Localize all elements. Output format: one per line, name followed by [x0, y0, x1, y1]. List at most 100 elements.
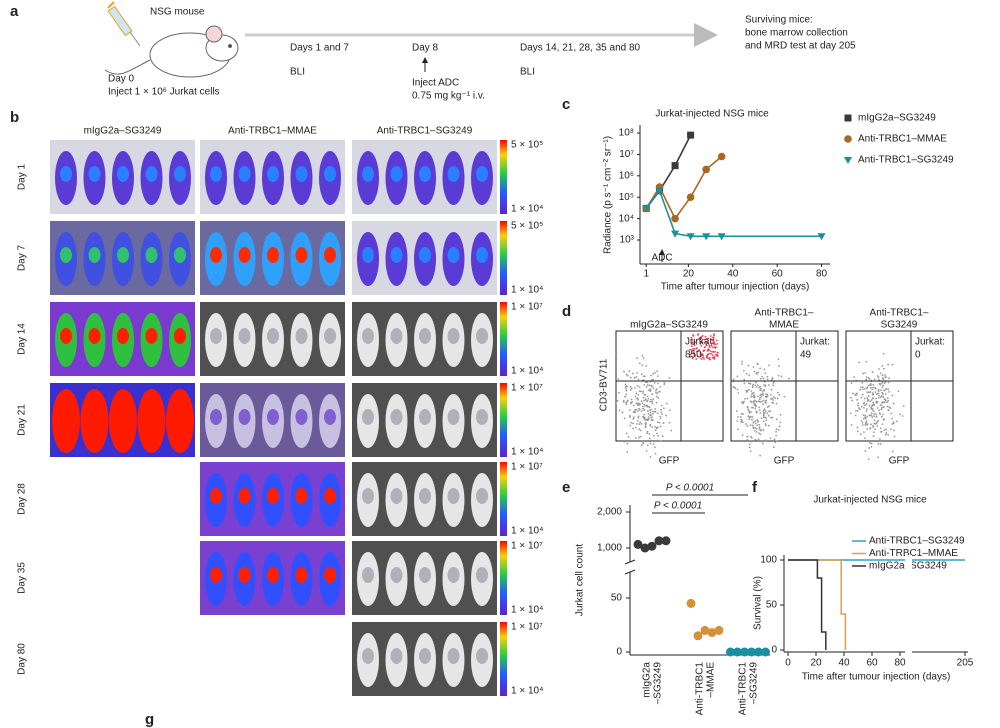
event-dot [652, 373, 655, 375]
event-dot [883, 419, 885, 421]
panel-label: f [752, 479, 758, 496]
event-dot [631, 372, 634, 375]
event-dot [762, 411, 765, 414]
event-dot [737, 415, 739, 418]
scale-max: 1 × 10⁷ [511, 383, 543, 394]
event-dot [646, 430, 649, 433]
event-dot [638, 436, 640, 439]
plot-title: SG3249 [881, 320, 918, 331]
event-dot [626, 442, 629, 445]
data-point [671, 162, 679, 170]
event-dot [754, 420, 757, 423]
event-dot [761, 440, 764, 443]
event-dot [642, 392, 644, 394]
event-dot [759, 367, 762, 370]
event-dot [699, 342, 702, 345]
event-dot [849, 397, 852, 399]
event-dot [851, 399, 854, 402]
bli-image [200, 383, 345, 457]
data-point [817, 233, 826, 241]
event-dot [871, 424, 874, 427]
event-dot [758, 426, 761, 429]
event-dot [775, 402, 778, 405]
event-dot [754, 384, 757, 387]
event-dot [880, 415, 883, 418]
signal-spot [117, 409, 129, 425]
event-dot [768, 405, 770, 407]
signal-spot [117, 166, 129, 182]
event-dot [760, 395, 763, 398]
event-dot [652, 387, 655, 389]
event-dot [864, 372, 866, 374]
event-dot [856, 430, 859, 433]
event-dot [758, 427, 761, 430]
event-dot [758, 398, 761, 401]
scale-min: 1 × 10⁴ [511, 204, 543, 215]
event-dot [873, 378, 876, 381]
event-dot [902, 404, 905, 407]
row-label: Day 80 [17, 643, 28, 675]
scale-max: 1 × 10⁷ [511, 462, 543, 473]
event-dot [659, 425, 662, 428]
event-dot [622, 401, 625, 404]
event-dot [665, 402, 668, 405]
signal-spot [117, 247, 129, 263]
event-dot [849, 412, 852, 415]
signal-spot [267, 567, 279, 583]
event-dot [660, 411, 662, 414]
event-dot [652, 398, 655, 401]
signal-spot [210, 567, 222, 583]
event-dot [864, 417, 867, 420]
event-dot [861, 421, 864, 424]
event-dot [762, 399, 765, 402]
event-dot [751, 384, 754, 387]
event-dot [765, 424, 767, 427]
event-dot [624, 386, 627, 389]
event-dot [869, 386, 872, 389]
x-tick-label: 0 [785, 658, 791, 669]
event-dot [628, 370, 631, 373]
scale-min: 1 × 10⁴ [511, 605, 543, 616]
event-dot [881, 401, 884, 404]
event-dot [646, 399, 649, 402]
event-dot [857, 404, 859, 407]
event-dot [691, 338, 694, 341]
signal-spot [145, 409, 158, 425]
event-dot [669, 409, 671, 412]
y-tick-label: 10⁶ [619, 170, 634, 181]
event-dot [856, 392, 859, 395]
panel-label: a [10, 3, 19, 20]
data-point [754, 647, 763, 657]
y-tick-label: 10³ [620, 235, 635, 246]
event-dot [860, 405, 863, 408]
event-dot [625, 393, 628, 396]
event-dot [651, 402, 654, 405]
event-dot [750, 436, 753, 439]
event-dot [703, 349, 706, 352]
event-dot [651, 419, 654, 422]
data-point [707, 628, 717, 638]
event-dot [750, 411, 752, 413]
event-dot [881, 364, 884, 367]
event-dot [703, 338, 706, 341]
event-dot [625, 388, 627, 390]
event-dot [654, 408, 656, 410]
event-dot [638, 428, 641, 431]
event-dot [633, 376, 636, 379]
event-dot [740, 418, 743, 421]
signal-spot [362, 409, 374, 425]
event-dot [705, 337, 708, 340]
event-dot [748, 415, 750, 418]
event-dot [862, 386, 864, 389]
event-dot [646, 395, 649, 398]
day-label: Days 1 and 7 [290, 43, 349, 54]
event-dot [640, 410, 643, 413]
event-dot [641, 441, 644, 444]
plot-frame [845, 330, 954, 442]
event-dot [711, 342, 713, 345]
event-dot [891, 363, 894, 366]
event-dot [893, 435, 896, 438]
legend-marker [844, 135, 852, 143]
event-dot [649, 390, 652, 393]
event-dot [750, 396, 753, 398]
